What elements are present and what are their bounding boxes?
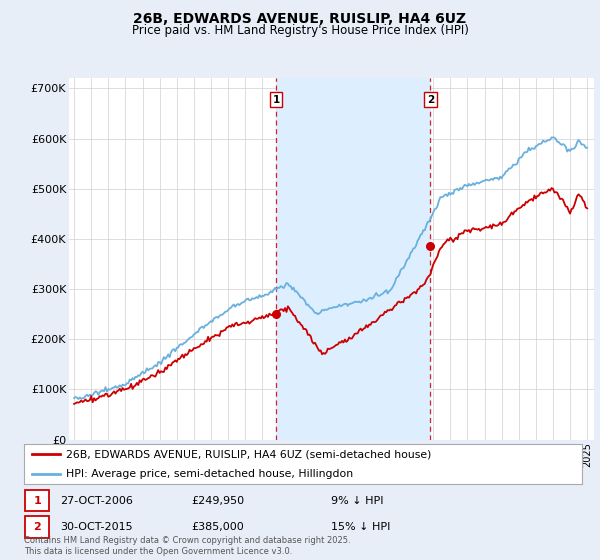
Text: Contains HM Land Registry data © Crown copyright and database right 2025.
This d: Contains HM Land Registry data © Crown c… xyxy=(24,536,350,556)
Text: £385,000: £385,000 xyxy=(191,522,244,532)
Text: 1: 1 xyxy=(272,95,280,105)
Text: 15% ↓ HPI: 15% ↓ HPI xyxy=(331,522,390,532)
Text: 2: 2 xyxy=(427,95,434,105)
Text: 27-OCT-2006: 27-OCT-2006 xyxy=(60,496,133,506)
FancyBboxPatch shape xyxy=(25,490,49,511)
Text: HPI: Average price, semi-detached house, Hillingdon: HPI: Average price, semi-detached house,… xyxy=(66,469,353,479)
Text: £249,950: £249,950 xyxy=(191,496,245,506)
Bar xyxy=(276,78,430,440)
Text: 2: 2 xyxy=(33,522,41,532)
Text: 26B, EDWARDS AVENUE, RUISLIP, HA4 6UZ (semi-detached house): 26B, EDWARDS AVENUE, RUISLIP, HA4 6UZ (s… xyxy=(66,449,431,459)
Text: 9% ↓ HPI: 9% ↓ HPI xyxy=(331,496,383,506)
Text: 1: 1 xyxy=(33,496,41,506)
Text: 30-OCT-2015: 30-OCT-2015 xyxy=(60,522,133,532)
FancyBboxPatch shape xyxy=(25,516,49,538)
Text: Price paid vs. HM Land Registry's House Price Index (HPI): Price paid vs. HM Land Registry's House … xyxy=(131,24,469,37)
Text: 26B, EDWARDS AVENUE, RUISLIP, HA4 6UZ: 26B, EDWARDS AVENUE, RUISLIP, HA4 6UZ xyxy=(133,12,467,26)
